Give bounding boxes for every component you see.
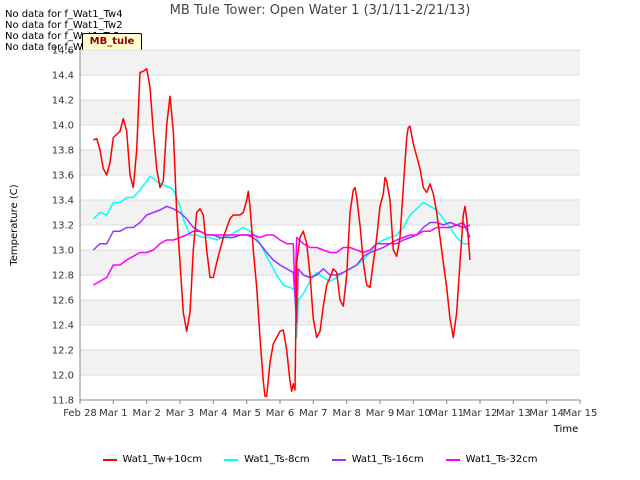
- x-tick-label: Feb 28: [63, 408, 97, 419]
- legend-label: Wat1_Ts-16cm: [351, 454, 424, 465]
- legend-item: Wat1_Tw+10cm: [102, 454, 203, 465]
- series-line-wat1-ts-16cm: [92, 205, 471, 324]
- x-ticks: Feb 28 Mar 1 Mar 2 Mar 3 Mar 4 Mar 5 Mar 6 Mar …: [63, 400, 597, 419]
- y-tick-label: 13.4: [52, 196, 74, 207]
- background-band: [80, 50, 580, 75]
- y-tick-label: 14.2: [52, 96, 74, 107]
- x-tick-label: Mar 7: [299, 408, 327, 419]
- y-tick-label: 14.4: [52, 71, 74, 82]
- no-data-message: No data for f_Wat1_Tw4: [5, 42, 123, 53]
- chart-title: MB Tule Tower: Open Water 1 (3/1/11-2/21…: [169, 3, 471, 18]
- background-band: [80, 175, 580, 200]
- y-tick-label: 13.0: [52, 246, 74, 257]
- background-band: [80, 225, 580, 250]
- x-tick-label: Mar 5: [232, 408, 260, 419]
- x-tick-label: Mar 2: [132, 408, 160, 419]
- legend-item: Wat1_Ts-8cm: [224, 454, 310, 465]
- legend-swatch: [445, 458, 460, 461]
- legend-label: Wat1_Ts-8cm: [244, 454, 310, 465]
- legend-label: Wat1_Ts-32cm: [465, 454, 538, 465]
- series-line-wat1-ts-32cm: [92, 224, 471, 295]
- background-band: [80, 350, 580, 375]
- x-tick-label: Mar 6: [266, 408, 294, 419]
- no-data-message: No data for f_Wat1_Tw4: [5, 9, 123, 20]
- series-lines: [92, 68, 471, 398]
- x-tick-label: Mar 1: [99, 408, 127, 419]
- y-tick-label: 13.6: [52, 171, 74, 182]
- series-line-wat1-tw-10cm: [93, 68, 471, 398]
- no-data-message: No data for f_Wat1_Ts2: [5, 31, 120, 42]
- y-tick-label: 12.8: [52, 271, 74, 282]
- background-band: [80, 125, 580, 150]
- background-band: [80, 375, 580, 400]
- x-tick-label: Mar 14: [529, 408, 564, 419]
- y-tick-label: 14.0: [52, 121, 74, 132]
- x-tick-label: Mar 13: [496, 408, 531, 419]
- y-tick-label: 12.4: [52, 321, 74, 332]
- axes: [79, 50, 580, 401]
- x-tick-label: Mar 9: [366, 408, 394, 419]
- x-tick-label: Mar 10: [396, 408, 431, 419]
- background-band: [80, 75, 580, 100]
- gridlines: [80, 49, 580, 401]
- legend-swatch: [331, 458, 346, 461]
- x-tick-label: Mar 12: [463, 408, 498, 419]
- y-tick-label: 11.8: [52, 396, 74, 407]
- y-tick-label: 12.2: [52, 346, 74, 357]
- legend-item: Wat1_Ts-16cm: [331, 454, 424, 465]
- legend-item: Wat1_Ts-32cm: [445, 454, 538, 465]
- y-tick-label: 13.2: [52, 221, 74, 232]
- y-tick-label: 12.0: [52, 371, 74, 382]
- legend-swatch: [224, 458, 239, 461]
- y-axis-title: Temperature (C): [9, 184, 20, 266]
- legend-label: Wat1_Tw+10cm: [122, 454, 203, 465]
- background-band: [80, 300, 580, 325]
- no-data-message: No data for f_Wat1_Tw2: [5, 20, 123, 31]
- y-tick-label: 13.8: [52, 146, 74, 157]
- background-bands: [80, 50, 580, 400]
- x-tick-label: Mar 15: [563, 408, 598, 419]
- x-tick-label: Mar 3: [166, 408, 194, 419]
- x-tick-label: Mar 11: [429, 408, 464, 419]
- background-band: [80, 325, 580, 350]
- legend: Wat1_Tw+10cm Wat1_Ts-8cm Wat1_Ts-16cm Wat1_…: [0, 454, 640, 465]
- legend-swatch: [102, 458, 117, 461]
- x-axis-title: Time: [553, 424, 578, 435]
- x-tick-label: Mar 8: [332, 408, 360, 419]
- x-tick-label: Mar 4: [199, 408, 227, 419]
- y-tick-label: 12.6: [52, 296, 74, 307]
- background-band: [80, 250, 580, 275]
- y-tick-label: 14.6: [52, 46, 74, 57]
- background-band: [80, 100, 580, 125]
- y-ticks: 11.8 12.0 12.2 12.4 12.6 12.8 13.0 13.2 13.4 13.6…: [52, 46, 74, 407]
- background-band: [80, 200, 580, 225]
